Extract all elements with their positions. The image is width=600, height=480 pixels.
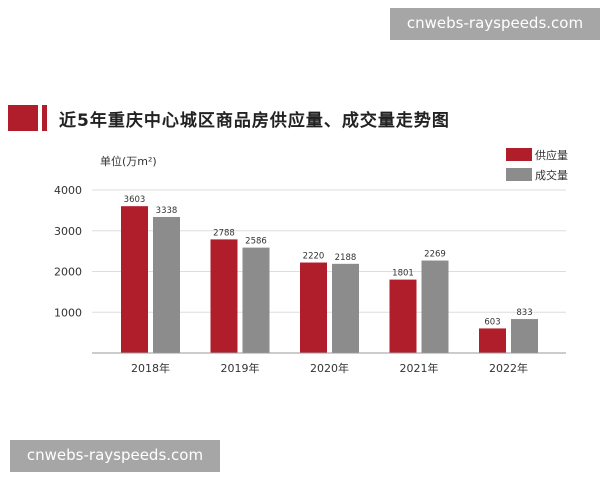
y-tick-labels: 1000 2000 3000 4000 bbox=[54, 184, 82, 319]
watermark-bottom: cnwebs-rayspeeds.com bbox=[10, 440, 220, 472]
y-tick-label: 1000 bbox=[54, 306, 82, 319]
bar-deal bbox=[511, 319, 538, 353]
bar-supply bbox=[300, 262, 327, 353]
bar-value-label: 3603 bbox=[124, 195, 146, 205]
legend-swatch-supply bbox=[506, 148, 532, 161]
title-accent-bar bbox=[42, 105, 47, 131]
bar-value-label: 3338 bbox=[156, 206, 178, 216]
bar-deal bbox=[421, 260, 449, 353]
legend-swatch-deal bbox=[506, 168, 532, 181]
x-tick-label: 2022年 bbox=[489, 361, 528, 375]
bar-value-label: 2188 bbox=[335, 253, 357, 263]
y-tick-label: 2000 bbox=[54, 266, 82, 279]
legend-label: 成交量 bbox=[535, 168, 568, 182]
y-tick-label: 3000 bbox=[54, 225, 82, 238]
bar-deal bbox=[332, 263, 359, 353]
watermark-top: cnwebs-rayspeeds.com bbox=[390, 8, 600, 40]
x-tick-labels: 2018年 2019年 2020年 2021年 2022年 bbox=[131, 361, 528, 375]
x-tick-label: 2021年 bbox=[400, 361, 439, 375]
bar-supply bbox=[121, 206, 148, 353]
bar-value-label: 2788 bbox=[213, 228, 235, 238]
bar-value-label: 2269 bbox=[424, 250, 446, 260]
x-tick-label: 2019年 bbox=[221, 361, 260, 375]
bar-deal bbox=[242, 247, 270, 353]
bar-value-label: 833 bbox=[516, 308, 532, 318]
title-accent-block bbox=[8, 105, 38, 131]
bar-supply bbox=[389, 279, 417, 353]
chart-title-row: 近5年重庆中心城区商品房供应量、成交量走势图 bbox=[8, 104, 450, 132]
y-axis-label: 单位(万m²) bbox=[100, 154, 157, 168]
legend-label: 供应量 bbox=[535, 148, 568, 162]
bar-supply bbox=[210, 239, 238, 353]
bar-value-label: 603 bbox=[484, 317, 500, 327]
x-tick-label: 2020年 bbox=[310, 361, 349, 375]
x-tick-label: 2018年 bbox=[131, 361, 170, 375]
bar-supply bbox=[479, 328, 506, 353]
bar-value-label: 1801 bbox=[392, 269, 414, 279]
bar-deal bbox=[153, 216, 180, 353]
chart-title: 近5年重庆中心城区商品房供应量、成交量走势图 bbox=[59, 110, 450, 131]
y-tick-label: 4000 bbox=[54, 184, 82, 197]
bar-value-label: 2586 bbox=[245, 237, 267, 247]
bar-value-label: 2220 bbox=[303, 252, 325, 262]
bars: 3603 3338 2788 2586 2220 2188 1801 2269 603 833 bbox=[121, 195, 538, 353]
